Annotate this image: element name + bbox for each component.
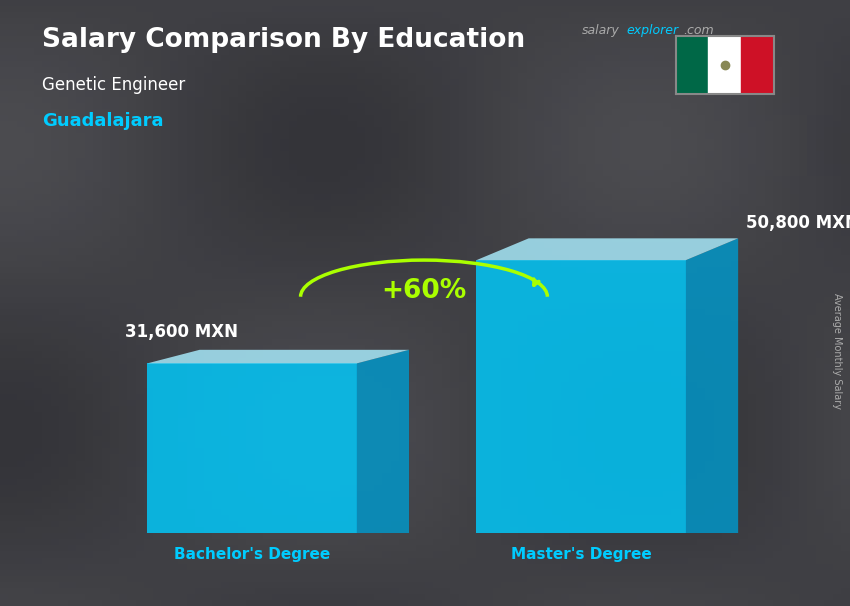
Bar (741, 36, 774, 94)
Bar (676, 36, 708, 94)
Text: Master's Degree: Master's Degree (511, 547, 651, 562)
Polygon shape (476, 260, 686, 533)
Text: explorer: explorer (626, 24, 678, 37)
Polygon shape (686, 238, 738, 533)
Polygon shape (147, 364, 357, 533)
Text: 31,600 MXN: 31,600 MXN (125, 324, 238, 342)
Text: Guadalajara: Guadalajara (42, 112, 164, 130)
Polygon shape (476, 238, 738, 260)
Text: Salary Comparison By Education: Salary Comparison By Education (42, 27, 525, 53)
Text: Genetic Engineer: Genetic Engineer (42, 76, 186, 94)
Text: +60%: +60% (382, 278, 467, 304)
Polygon shape (147, 350, 409, 364)
Polygon shape (357, 350, 409, 533)
Text: Bachelor's Degree: Bachelor's Degree (173, 547, 330, 562)
Text: .com: .com (683, 24, 714, 37)
Bar (708, 36, 741, 94)
Text: salary: salary (582, 24, 620, 37)
Text: Average Monthly Salary: Average Monthly Salary (832, 293, 842, 410)
Text: 50,800 MXN: 50,800 MXN (745, 215, 850, 232)
